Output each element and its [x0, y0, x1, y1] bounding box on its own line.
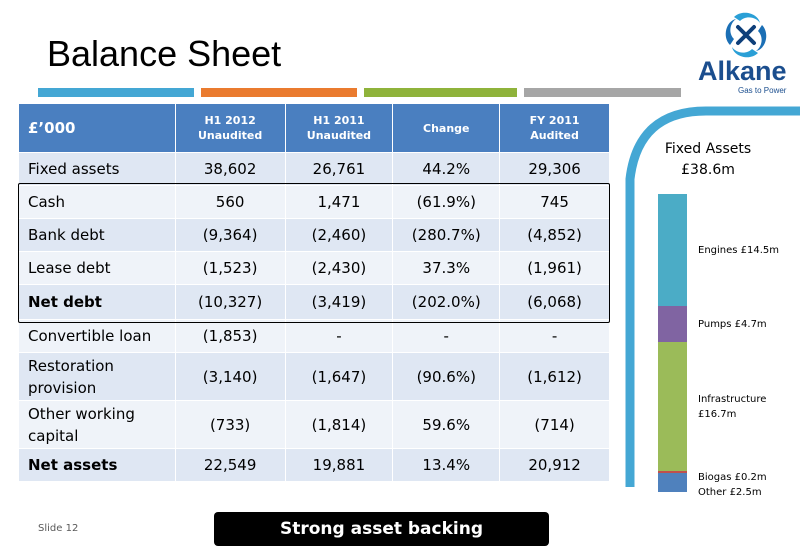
- cell-change: 44.2%: [392, 152, 501, 186]
- cell-h1-2011: (2,460): [284, 218, 394, 252]
- cell-h1-2012: 560: [174, 185, 286, 219]
- table-row: Lease debt (1,523) (2,430) 37.3% (1,961): [18, 251, 610, 285]
- row-label: Restoration provision: [18, 352, 176, 401]
- cell-change: (202.0%): [392, 284, 501, 320]
- fixed-assets-segment: [658, 472, 687, 492]
- cell-h1-2012: (1,523): [174, 251, 286, 285]
- fixed-assets-segment: [658, 471, 687, 473]
- cell-fy-2011: (1,961): [499, 251, 610, 285]
- page-title: Balance Sheet: [47, 33, 282, 74]
- cell-h1-2011: (3,419): [284, 284, 394, 320]
- fixed-assets-segment: [658, 194, 687, 306]
- cell-h1-2011: 19,881: [284, 448, 394, 482]
- row-label: Cash: [18, 185, 176, 219]
- balance-sheet-table: £’000 H1 2012 Unaudited H1 2011 Unaudited …: [18, 103, 610, 482]
- accent-bar-green: [364, 88, 517, 97]
- row-label: Net debt: [18, 284, 176, 320]
- cell-fy-2011: (6,068): [499, 284, 610, 320]
- fixed-assets-segment-label: Engines £14.5m: [698, 244, 780, 256]
- logo-tagline: Gas to Power: [738, 86, 787, 95]
- cell-fy-2011: (714): [499, 400, 610, 449]
- row-label: Convertible loan: [18, 319, 176, 353]
- cell-h1-2011: (2,430): [284, 251, 394, 285]
- row-label: Fixed assets: [18, 152, 176, 186]
- cell-fy-2011: (4,852): [499, 218, 610, 252]
- cell-h1-2011: (1,647): [284, 352, 394, 401]
- slide-number: Slide 12: [38, 523, 79, 534]
- fixed-assets-title: Fixed Assets £38.6m: [664, 141, 752, 178]
- row-label: Other working capital: [18, 400, 176, 449]
- table-row: Convertible loan (1,853) - - -: [18, 319, 610, 353]
- cell-fy-2011: 29,306: [499, 152, 610, 186]
- fixed-assets-segment-label: Pumps £4.7m: [698, 319, 767, 331]
- row-label: Bank debt: [18, 218, 176, 252]
- cell-h1-2012: 38,602: [174, 152, 286, 186]
- alkane-swirl-icon: [725, 12, 767, 58]
- cell-change: -: [392, 319, 501, 353]
- cell-change: 59.6%: [392, 400, 501, 449]
- header-h1-2012: H1 2012 Unaudited: [174, 103, 286, 153]
- header-currency: £’000: [18, 103, 176, 153]
- cell-h1-2012: (1,853): [174, 319, 286, 353]
- decorative-arc: [625, 106, 800, 487]
- table-row: Net assets 22,549 19,881 13.4% 20,912: [18, 448, 610, 482]
- fixed-assets-segment-label: Other £2.5m: [698, 487, 762, 498]
- table-row: Other working capital (733) (1,814) 59.6% (7…: [18, 400, 610, 449]
- cell-h1-2012: (10,327): [174, 284, 286, 320]
- strong-asset-backing-banner: Strong asset backing: [214, 512, 549, 546]
- cell-fy-2011: -: [499, 319, 610, 353]
- table-row: Restoration provision (3,140) (1,647) (90.6…: [18, 352, 610, 401]
- table-row: Bank debt (9,364) (2,460) (280.7%) (4,852): [18, 218, 610, 252]
- cell-h1-2012: (733): [174, 400, 286, 449]
- cell-change: (61.9%): [392, 185, 501, 219]
- cell-change: 37.3%: [392, 251, 501, 285]
- table-row: Fixed assets 38,602 26,761 44.2% 29,306: [18, 152, 610, 186]
- cell-fy-2011: 20,912: [499, 448, 610, 482]
- cell-h1-2011: 1,471: [284, 185, 394, 219]
- cell-fy-2011: (1,612): [499, 352, 610, 401]
- table-header-row: £’000 H1 2012 Unaudited H1 2011 Unaudited …: [18, 103, 610, 153]
- table-row: Net debt (10,327) (3,419) (202.0%) (6,068): [18, 284, 610, 320]
- table-row: Cash 560 1,471 (61.9%) 745: [18, 185, 610, 219]
- cell-change: (280.7%): [392, 218, 501, 252]
- header-fy-2011: FY 2011 Audited: [499, 103, 610, 153]
- cell-h1-2011: 26,761: [284, 152, 394, 186]
- cell-h1-2012: (9,364): [174, 218, 286, 252]
- cell-change: 13.4%: [392, 448, 501, 482]
- cell-h1-2011: -: [284, 319, 394, 353]
- fixed-assets-segment-label: Infrastructure £16.7m: [698, 393, 767, 420]
- fixed-assets-stacked-bar: [658, 194, 687, 492]
- cell-fy-2011: 745: [499, 185, 610, 219]
- header-h1-2011: H1 2011 Unaudited: [284, 103, 394, 153]
- header-change: Change: [392, 103, 501, 153]
- accent-bar-blue: [38, 88, 194, 97]
- logo-name: Alkane: [698, 56, 787, 86]
- fixed-assets-segment-label: Biogas £0.2m: [698, 472, 767, 483]
- cell-h1-2012: (3,140): [174, 352, 286, 401]
- row-label: Lease debt: [18, 251, 176, 285]
- cell-h1-2012: 22,549: [174, 448, 286, 482]
- row-label: Net assets: [18, 448, 176, 482]
- accent-bar-grey: [524, 88, 681, 97]
- cell-h1-2011: (1,814): [284, 400, 394, 449]
- fixed-assets-segment: [658, 342, 687, 472]
- accent-bar-orange: [201, 88, 357, 97]
- cell-change: (90.6%): [392, 352, 501, 401]
- fixed-assets-segment: [658, 305, 687, 343]
